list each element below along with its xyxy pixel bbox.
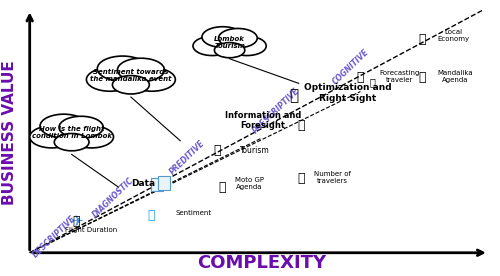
Ellipse shape [40,114,88,138]
Text: Moto GP
Agenda: Moto GP Agenda [234,177,264,190]
Text: Tourism: Tourism [240,146,269,155]
Text: Local
Economy: Local Economy [437,29,469,42]
Text: Data: Data [131,179,155,188]
Ellipse shape [128,68,176,91]
FancyBboxPatch shape [158,176,170,190]
Ellipse shape [98,56,148,81]
Ellipse shape [228,36,266,55]
Ellipse shape [86,68,134,91]
Text: 🌍: 🌍 [73,215,80,228]
Text: COGNITIVE: COGNITIVE [330,47,370,86]
Text: Number of
travelers: Number of travelers [314,171,350,184]
Text: PREDITIVE: PREDITIVE [168,138,207,176]
Text: How is the flight
condition in Lombok: How is the flight condition in Lombok [32,126,112,139]
Ellipse shape [193,36,232,55]
Text: PRESCRIPTIVE: PRESCRIPTIVE [251,86,302,135]
Ellipse shape [112,76,150,94]
Ellipse shape [102,60,160,90]
Ellipse shape [59,116,103,138]
Ellipse shape [206,30,254,54]
Text: 📋: 📋 [289,88,298,103]
Ellipse shape [218,28,257,48]
Ellipse shape [44,119,100,146]
Text: 📊: 📊 [356,71,364,84]
Ellipse shape [214,43,245,58]
Ellipse shape [70,126,114,148]
Text: Information and
Foresight: Information and Foresight [224,111,301,130]
Text: Sentiment: Sentiment [176,210,212,216]
Text: 📈: 📈 [418,33,426,46]
Ellipse shape [118,58,164,82]
Text: Forecasting
traveler: Forecasting traveler [379,70,420,83]
Text: DESCRIPTIVE: DESCRIPTIVE [31,214,78,259]
Text: 🐦: 🐦 [147,209,154,222]
Text: 🏍: 🏍 [218,181,226,194]
Text: COMPLEXITY: COMPLEXITY [197,254,326,272]
Text: Mandalika
Agenda: Mandalika Agenda [437,70,472,83]
Text: BUSINESS VALUE: BUSINESS VALUE [2,60,18,205]
Text: 🔍: 🔍 [298,119,305,132]
Ellipse shape [202,27,243,47]
Text: 🔍: 🔍 [370,77,376,87]
Text: Lombok
Tourism: Lombok Tourism [214,36,245,49]
Ellipse shape [30,126,74,148]
FancyBboxPatch shape [150,178,163,191]
Ellipse shape [54,134,89,151]
Text: Sentiment towards
the mandalika event: Sentiment towards the mandalika event [90,69,172,82]
Text: 🎯: 🎯 [418,71,426,84]
Text: ✈: ✈ [70,214,83,229]
Text: 🏛: 🏛 [298,172,305,185]
Text: DIAGNOSTIC: DIAGNOSTIC [91,176,136,220]
Text: Optimization and
Right Sight: Optimization and Right Sight [304,83,392,103]
Text: Flight Duration: Flight Duration [66,227,118,232]
Text: 🌍: 🌍 [214,144,221,157]
